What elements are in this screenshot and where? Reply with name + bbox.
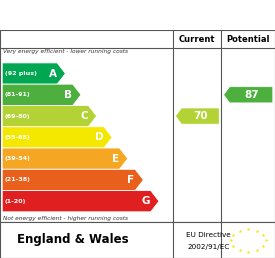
Text: 70: 70 (193, 111, 208, 121)
Text: (69-80): (69-80) (5, 114, 31, 119)
Text: D: D (95, 132, 103, 142)
Text: Very energy efficient - lower running costs: Very energy efficient - lower running co… (3, 49, 128, 54)
Polygon shape (2, 191, 159, 212)
Text: Energy Efficiency Rating: Energy Efficiency Rating (8, 8, 210, 23)
Polygon shape (2, 63, 65, 84)
Text: 2002/91/EC: 2002/91/EC (187, 244, 230, 249)
Text: A: A (49, 69, 57, 78)
Text: Current: Current (179, 35, 216, 44)
Text: Not energy efficient - higher running costs: Not energy efficient - higher running co… (3, 216, 128, 221)
Text: E: E (112, 154, 119, 164)
Polygon shape (2, 106, 97, 127)
Text: (81-91): (81-91) (5, 92, 31, 97)
Text: (92 plus): (92 plus) (5, 71, 37, 76)
Text: B: B (64, 90, 72, 100)
Text: EU Directive: EU Directive (186, 232, 231, 238)
Polygon shape (2, 84, 81, 106)
Polygon shape (2, 148, 128, 169)
Text: Potential: Potential (226, 35, 270, 44)
Text: (1-20): (1-20) (5, 199, 26, 204)
Polygon shape (175, 108, 219, 124)
Text: C: C (80, 111, 88, 121)
Text: England & Wales: England & Wales (17, 233, 129, 246)
Text: 87: 87 (244, 90, 258, 100)
Text: (39-54): (39-54) (5, 156, 31, 161)
Text: (21-38): (21-38) (5, 178, 31, 182)
Polygon shape (2, 169, 143, 191)
Text: G: G (142, 196, 150, 206)
Polygon shape (224, 87, 273, 103)
Text: (55-68): (55-68) (5, 135, 31, 140)
Text: F: F (127, 175, 134, 185)
Polygon shape (2, 127, 112, 148)
